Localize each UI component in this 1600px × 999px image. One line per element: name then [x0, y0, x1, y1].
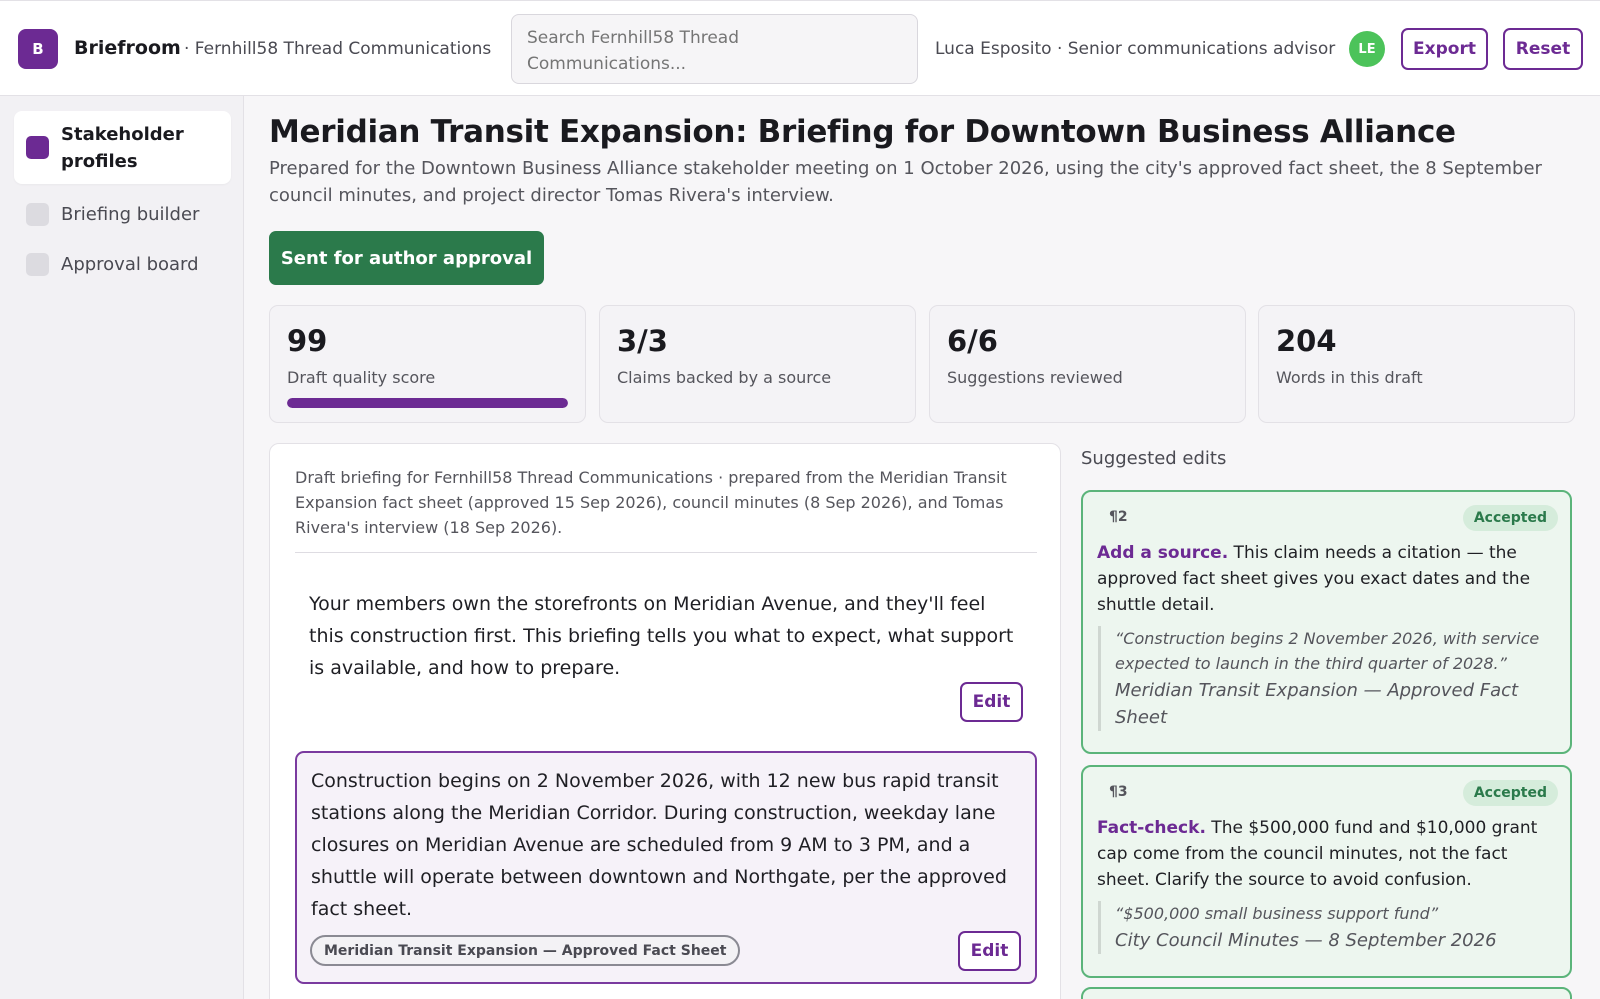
suggestion-text: This claim needs a citation — the approv… — [1097, 543, 1531, 615]
stat-value: 99 — [287, 324, 328, 358]
suggestion-card[interactable]: ¶3 Accepted Fact-check. The $500,000 fun… — [1081, 765, 1572, 978]
stat-card-words: 204 Words in this draft — [1258, 305, 1575, 423]
suggestion-kind: Add a source. — [1097, 543, 1229, 563]
sidebar-item-approval-board[interactable]: Approval board — [14, 246, 231, 282]
page-title: Meridian Transit Expansion: Briefing for… — [269, 114, 1456, 150]
sidebar-item-briefing-builder[interactable]: Briefing builder — [14, 196, 231, 232]
export-button[interactable]: Export — [1401, 28, 1488, 70]
stat-label: Claims backed by a source — [617, 368, 832, 387]
quality-progress-fill — [287, 398, 568, 408]
sidebar-item-icon — [26, 136, 49, 159]
top-bar: B Briefroom · Fernhill58 Thread Communic… — [0, 0, 1600, 96]
stat-value: 204 — [1276, 324, 1337, 358]
stat-card-claims: 3/3 Claims backed by a source — [599, 305, 916, 423]
paragraph-ref: ¶2 — [1109, 509, 1128, 525]
suggestion-quote: “$500,000 small business support fund” C… — [1098, 901, 1543, 954]
suggestion-body: Fact-check. The $500,000 fund and $10,00… — [1097, 815, 1557, 893]
quote-text: “$500,000 small business support fund” — [1115, 904, 1439, 923]
suggestions-heading: Suggested edits — [1081, 448, 1227, 469]
draft-panel: Draft briefing for Fernhill58 Thread Com… — [269, 443, 1061, 999]
sidebar-item-stakeholder-profiles[interactable]: Stakeholder profiles — [14, 111, 231, 184]
paragraph-ref: ¶3 — [1109, 784, 1128, 800]
status-badge: Accepted — [1462, 505, 1558, 531]
quote-source: Meridian Transit Expansion — Approved Fa… — [1115, 680, 1519, 728]
reset-button[interactable]: Reset — [1503, 28, 1583, 70]
edit-button[interactable]: Edit — [958, 931, 1021, 971]
suggestion-kind: Fact-check. — [1097, 818, 1206, 838]
sent-for-approval-button[interactable]: Sent for author approval — [269, 231, 544, 285]
sidebar-item-label: Briefing builder — [61, 203, 200, 225]
sidebar: Stakeholder profiles Briefing builder Ap… — [0, 96, 244, 999]
draft-meta: Draft briefing for Fernhill58 Thread Com… — [295, 465, 1037, 553]
status-badge: Accepted — [1462, 780, 1558, 806]
sidebar-item-icon — [26, 252, 49, 276]
quality-progress-bar — [287, 398, 568, 408]
stat-label: Draft quality score — [287, 368, 436, 387]
workspace-name: · Fernhill58 Thread Communications — [184, 39, 492, 59]
user-info: Luca Esposito · Senior communications ad… — [935, 39, 1336, 59]
draft-paragraph-selected[interactable]: Construction begins on 2 November 2026, … — [295, 751, 1037, 984]
draft-paragraph[interactable]: Your members own the storefronts on Meri… — [295, 576, 1037, 736]
suggestion-quote: “Construction begins 2 November 2026, wi… — [1098, 626, 1543, 731]
search-input[interactable] — [511, 14, 918, 84]
stat-value: 6/6 — [947, 324, 998, 358]
source-chip[interactable]: Meridian Transit Expansion — Approved Fa… — [310, 935, 741, 966]
quote-text: “Construction begins 2 November 2026, wi… — [1115, 629, 1540, 673]
brand-name[interactable]: Briefroom — [74, 37, 181, 59]
stat-card-suggestions: 6/6 Suggestions reviewed — [929, 305, 1246, 423]
suggestion-text: The $500,000 fund and $10,000 grant cap … — [1097, 818, 1538, 890]
suggestion-card-partial[interactable] — [1081, 987, 1572, 999]
avatar[interactable]: LE — [1349, 31, 1385, 67]
paragraph-text: Your members own the storefronts on Meri… — [309, 593, 1014, 679]
page-subtitle: Prepared for the Downtown Business Allia… — [269, 158, 1542, 206]
paragraph-text: Construction begins on 2 November 2026, … — [311, 770, 1007, 920]
stat-label: Words in this draft — [1276, 368, 1423, 387]
stat-card-quality: 99 Draft quality score — [269, 305, 586, 423]
sidebar-item-label: Approval board — [61, 253, 199, 275]
edit-button[interactable]: Edit — [960, 682, 1023, 722]
suggestion-body: Add a source. This claim needs a citatio… — [1097, 540, 1557, 618]
sidebar-item-label: Stakeholder profiles — [61, 123, 184, 172]
app-logo[interactable]: B — [18, 29, 58, 69]
sidebar-item-icon — [26, 202, 49, 226]
quote-source: City Council Minutes — 8 September 2026 — [1115, 930, 1497, 951]
stat-value: 3/3 — [617, 324, 668, 358]
suggestion-card[interactable]: ¶2 Accepted Add a source. This claim nee… — [1081, 490, 1572, 754]
stat-label: Suggestions reviewed — [947, 368, 1123, 387]
